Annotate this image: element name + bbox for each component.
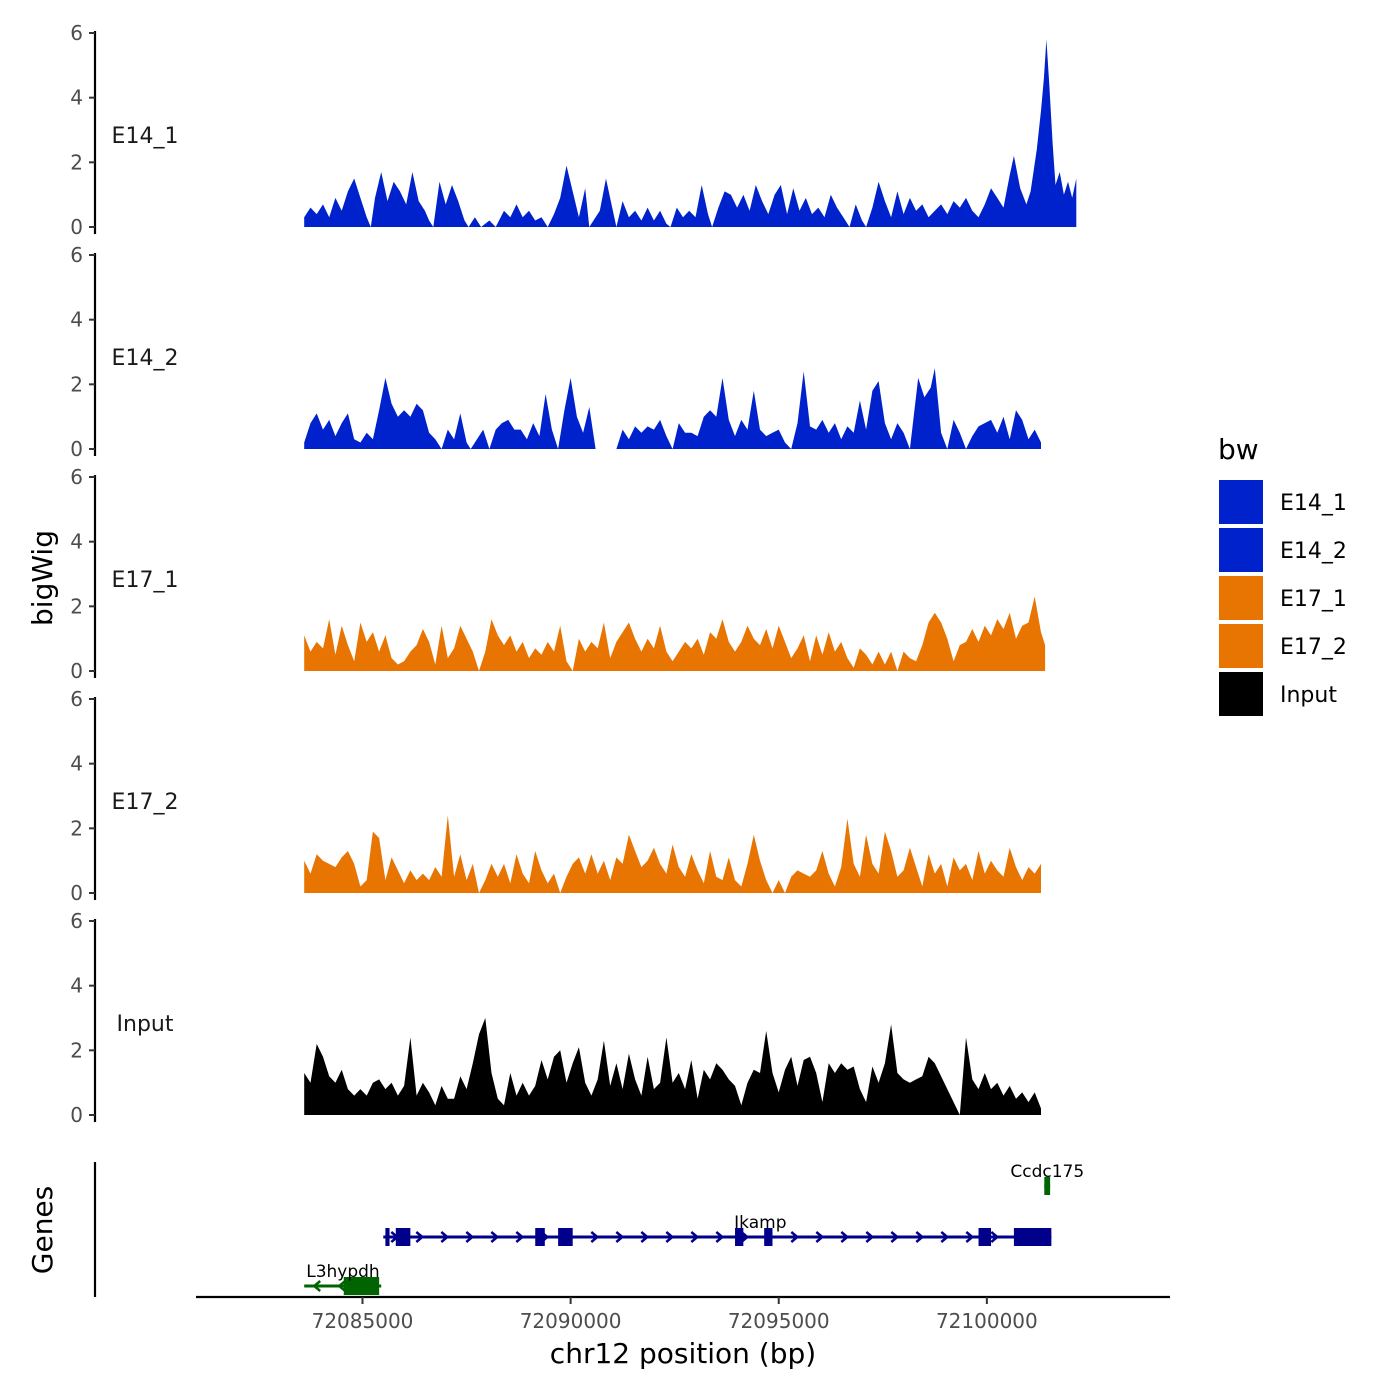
y-tick-label: 0: [70, 881, 83, 905]
legend-swatch: [1219, 528, 1263, 572]
strand-chevron: [940, 1231, 950, 1243]
strand-chevron: [815, 1231, 825, 1243]
legend-label: Input: [1280, 683, 1337, 708]
strand-chevron: [715, 1231, 725, 1243]
legend-title: bw: [1218, 433, 1259, 466]
track-e17-1: 0 2 4 6 E17_1: [70, 465, 1046, 683]
strand-chevron: [840, 1231, 850, 1243]
signal-tracks: 0 2 4 6 E14_1 0 2 4 6 E14_2 0 2 4 6 E17_1 0 2 4 6 E17_2 0 2 4 6…: [70, 21, 1077, 1127]
gene-ccdc175: Ccdc175: [1010, 1162, 1084, 1195]
x-axis-title: chr12 position (bp): [550, 1337, 816, 1370]
signal-area: [304, 368, 1041, 449]
strand-chevron: [515, 1231, 525, 1243]
gene-ikzf1: Ikamp: [383, 1213, 1052, 1246]
strand-chevron: [415, 1231, 425, 1243]
y-tick-label: 4: [70, 752, 83, 776]
signal-area: [304, 596, 1046, 671]
legend-swatch: [1219, 672, 1263, 716]
strand-chevron: [640, 1231, 650, 1243]
y-tick-label: 4: [70, 308, 83, 332]
y-tick-label: 0: [70, 437, 83, 461]
y-tick-label: 4: [70, 974, 83, 998]
y-tick-label: 2: [70, 594, 83, 618]
gene-label: Ccdc175: [1010, 1162, 1084, 1182]
y-tick-label: 6: [70, 21, 83, 45]
strand-chevron: [465, 1231, 475, 1243]
legend-label: E17_1: [1280, 587, 1347, 612]
strand-chevron: [790, 1231, 800, 1243]
track-label: E14_2: [112, 346, 179, 371]
strand-chevron: [312, 1280, 322, 1292]
track-input: 0 2 4 6 Input: [70, 909, 1041, 1127]
signal-area: [304, 815, 1041, 893]
y-tick-label: 6: [70, 243, 83, 267]
y-tick-label: 2: [70, 150, 83, 174]
signal-area: [304, 39, 1077, 227]
strand-chevron: [337, 1280, 347, 1292]
legend-swatch: [1219, 576, 1263, 620]
y-tick-label: 6: [70, 687, 83, 711]
y-tick-label: 0: [70, 1103, 83, 1127]
exon: [385, 1228, 390, 1246]
exon: [1013, 1228, 1052, 1246]
strand-chevron: [440, 1231, 450, 1243]
strand-chevron: [690, 1231, 700, 1243]
strand-chevron: [665, 1231, 675, 1243]
strand-chevron: [890, 1231, 900, 1243]
gene-l3hypdh: L3hypdh: [304, 1262, 382, 1295]
exon: [558, 1228, 573, 1246]
strand-chevron: [865, 1231, 875, 1243]
x-tick-label: 72095000: [728, 1309, 830, 1333]
y-tick-label: 0: [70, 215, 83, 239]
x-tick-label: 72100000: [936, 1309, 1038, 1333]
y-tick-label: 4: [70, 86, 83, 110]
strand-chevron: [590, 1231, 600, 1243]
strand-chevron: [915, 1231, 925, 1243]
exon: [735, 1228, 744, 1246]
y-tick-label: 2: [70, 372, 83, 396]
strand-chevron: [615, 1231, 625, 1243]
strand-chevron: [990, 1231, 1000, 1243]
exon: [978, 1228, 992, 1246]
track-label: Input: [117, 1012, 174, 1037]
gene-label: L3hypdh: [306, 1262, 379, 1282]
legend-label: E14_2: [1280, 539, 1347, 564]
exon: [395, 1228, 411, 1246]
gene-label: Ikamp: [734, 1213, 786, 1233]
exon: [343, 1277, 380, 1295]
y-tick-label: 0: [70, 659, 83, 683]
legend-label: E17_2: [1280, 635, 1347, 660]
y-tick-label: 2: [70, 1038, 83, 1062]
track-e14-2: 0 2 4 6 E14_2: [70, 243, 1041, 461]
y-tick-label: 6: [70, 465, 83, 489]
legend: bw E14_1 E14_2 E17_1 E17_2 Input: [1218, 433, 1347, 716]
track-label: E17_1: [112, 568, 179, 593]
genes-track: Ccdc175 Ikamp L3hypdh: [93, 1162, 1084, 1297]
track-e17-2: 0 2 4 6 E17_2: [70, 687, 1041, 905]
exon: [1044, 1177, 1051, 1195]
track-label: E17_2: [112, 790, 179, 815]
y-tick-label: 4: [70, 530, 83, 554]
exon: [764, 1228, 773, 1246]
y-tick-label: 6: [70, 909, 83, 933]
track-label: E14_1: [112, 124, 179, 149]
legend-swatch: [1219, 480, 1263, 524]
signal-area: [304, 1018, 1041, 1115]
strand-chevron: [490, 1231, 500, 1243]
y-tick-label: 2: [70, 816, 83, 840]
strand-chevron: [965, 1231, 975, 1243]
x-tick-label: 72085000: [312, 1309, 414, 1333]
x-axis: 72085000 72090000 72095000 72100000: [196, 1295, 1170, 1333]
track-e14-1: 0 2 4 6 E14_1: [70, 21, 1077, 239]
x-tick-label: 72090000: [520, 1309, 622, 1333]
exon: [535, 1228, 545, 1246]
legend-label: E14_1: [1280, 491, 1347, 516]
genes-axis-title: Genes: [26, 1186, 59, 1274]
y-axis-title: bigWig: [26, 530, 59, 626]
legend-swatch: [1219, 624, 1263, 668]
